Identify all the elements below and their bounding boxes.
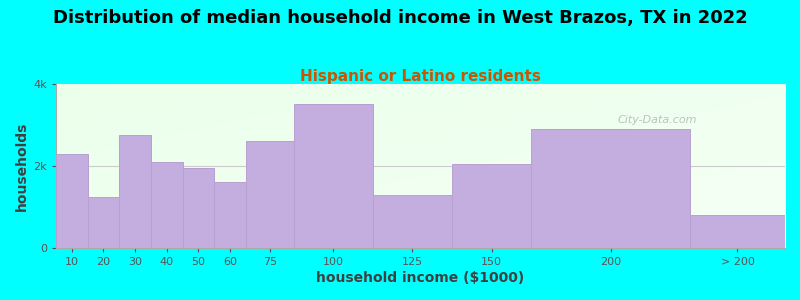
Bar xyxy=(246,141,294,248)
Text: City-Data.com: City-Data.com xyxy=(618,115,697,125)
Bar xyxy=(56,154,87,248)
Bar xyxy=(182,168,214,248)
Bar xyxy=(294,104,373,248)
Y-axis label: households: households xyxy=(15,121,29,211)
Bar xyxy=(531,129,690,248)
Bar xyxy=(151,162,182,248)
Bar xyxy=(119,135,151,248)
Bar xyxy=(373,195,452,248)
Bar xyxy=(690,215,785,248)
Text: Distribution of median household income in West Brazos, TX in 2022: Distribution of median household income … xyxy=(53,9,747,27)
Title: Hispanic or Latino residents: Hispanic or Latino residents xyxy=(300,69,541,84)
X-axis label: household income ($1000): household income ($1000) xyxy=(316,271,525,285)
Bar xyxy=(87,196,119,248)
Bar xyxy=(452,164,531,248)
Bar xyxy=(214,182,246,248)
